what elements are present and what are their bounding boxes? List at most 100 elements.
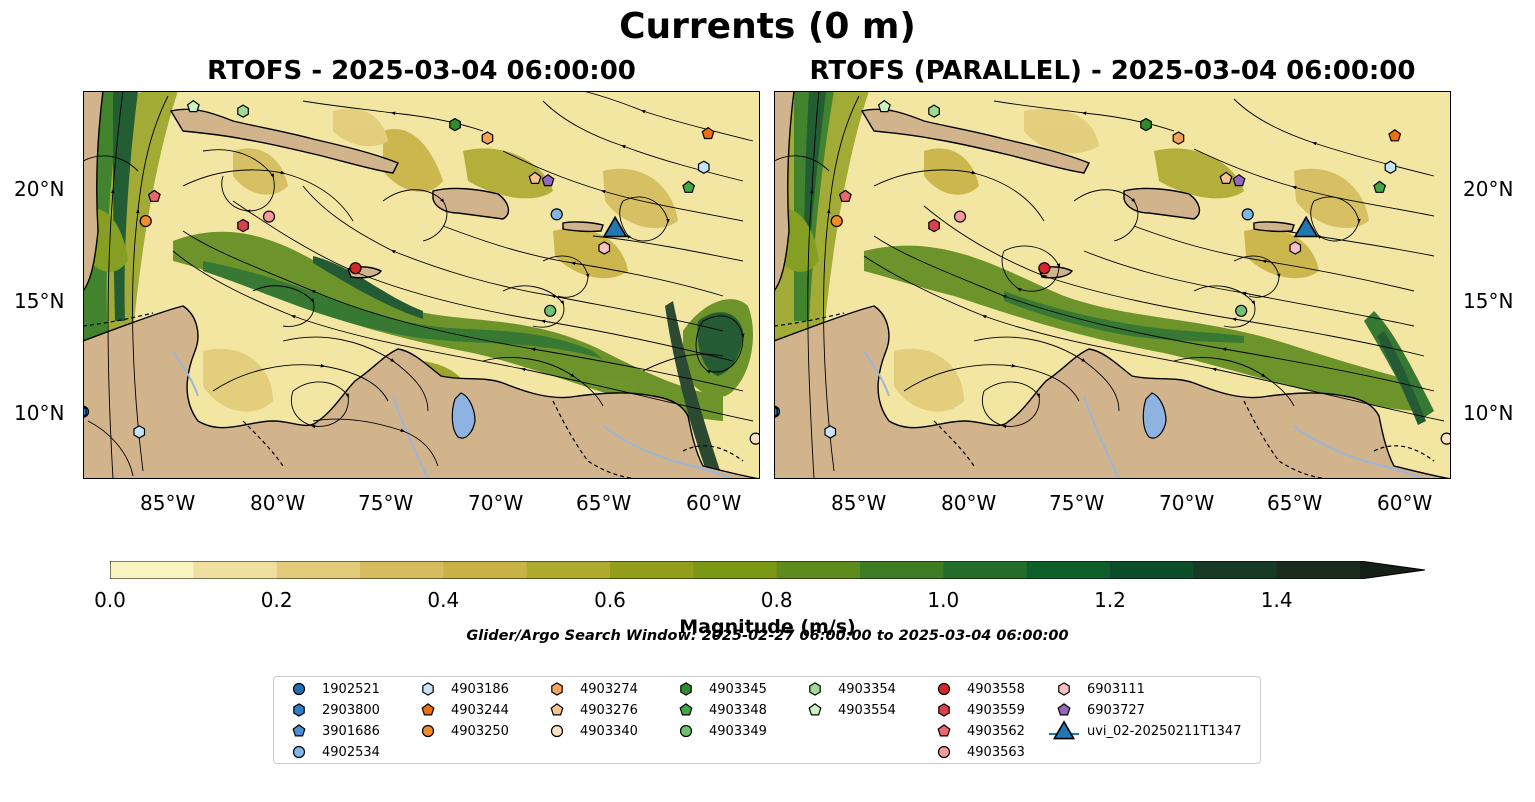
colorbar-segment — [1026, 561, 1111, 579]
observation-marker-6903727 — [1232, 173, 1246, 187]
legend-label: 4903558 — [967, 681, 1025, 697]
colorbar-tick-label: 0.2 — [260, 588, 293, 612]
observation-marker-4903348 — [682, 180, 696, 193]
colorbar-tick-label: 1.2 — [1094, 588, 1126, 612]
observation-marker-4903250 — [139, 214, 152, 228]
legend-item: 4903340 — [540, 721, 638, 741]
circle-marker-icon — [282, 679, 316, 699]
legend-item: 4903276 — [540, 700, 638, 720]
circle-marker-icon — [540, 721, 574, 741]
map-rtofs — [83, 91, 760, 479]
circle-marker-icon — [282, 742, 316, 762]
legend-label: 4903348 — [709, 702, 767, 718]
colorbar-segment — [1193, 561, 1278, 579]
observation-marker-4903276 — [1219, 171, 1233, 185]
lon-label: 70°W — [468, 491, 524, 515]
legend-label: 2903800 — [322, 702, 380, 718]
colorbar-segment — [1276, 561, 1361, 579]
lat-label: 10°N — [1463, 401, 1514, 425]
colorbar-outline — [109, 560, 1426, 580]
colorbar-tick-label: 1.0 — [927, 588, 960, 612]
lon-label: 85°W — [831, 491, 887, 515]
legend-label: 4903563 — [967, 744, 1025, 760]
legend-label: 4903186 — [451, 681, 509, 697]
colorbar-segment — [693, 561, 778, 579]
legend-label: 4903562 — [967, 723, 1025, 739]
legend-label: 4903345 — [709, 681, 767, 697]
colorbar-segment — [943, 561, 1028, 579]
observation-marker-4903349 — [1235, 304, 1248, 317]
legend-label: 4903554 — [838, 702, 896, 718]
lakes — [1142, 392, 1167, 439]
legend: 1902521 2903800 3901686 4902534 4903186 49032… — [273, 676, 1261, 764]
observation-marker-4903558 — [1038, 262, 1051, 275]
colorbar-segment — [276, 561, 361, 579]
colorbar-tick-label: 0.0 — [94, 588, 126, 612]
observation-marker-4903186 — [1384, 160, 1397, 174]
observation-marker-4903563 — [953, 210, 967, 223]
pentagon-marker-icon — [669, 700, 703, 720]
colorbar-segment — [776, 561, 861, 579]
observation-markers-right — [774, 99, 1451, 445]
lon-label: 75°W — [1049, 491, 1105, 515]
colorbar-label: Magnitude (m/s) — [679, 616, 856, 638]
observation-marker-4903340 — [1440, 432, 1451, 445]
observation-marker-4903558 — [349, 262, 362, 275]
observation-marker-4903562 — [838, 189, 852, 202]
pentagon-marker-icon — [927, 721, 961, 741]
observation-marker-4903348 — [1373, 180, 1387, 193]
legend-label: 4903276 — [580, 702, 638, 718]
observation-marker-4903186 — [133, 425, 146, 439]
lat-label: 20°N — [14, 177, 65, 201]
observation-marker-4903274 — [1172, 131, 1185, 145]
streamlines — [774, 91, 1445, 479]
lat-label: 10°N — [14, 401, 65, 425]
observation-marker-4903186 — [697, 160, 710, 174]
legend-item: 1902521 — [282, 679, 380, 699]
lon-label: 75°W — [358, 491, 414, 515]
lon-label: 60°W — [686, 491, 742, 515]
observation-marker-4903340 — [749, 432, 760, 445]
lat-label: 20°N — [1463, 177, 1514, 201]
legend-item: 4903559 — [927, 700, 1025, 720]
circle-marker-icon — [927, 679, 961, 699]
legend-item: 4903348 — [669, 700, 767, 720]
legend-label: uvi_02-20250211T1347 — [1087, 723, 1242, 739]
legend-label: 4903244 — [451, 702, 509, 718]
observation-marker-4903554 — [186, 99, 200, 113]
pentagon-marker-icon — [282, 721, 316, 741]
colorbar-tick-label: 0.6 — [594, 588, 626, 612]
colorbar-segment — [110, 561, 194, 579]
figure-title: Currents (0 m) — [619, 6, 916, 47]
observation-marker-4903250 — [830, 214, 843, 228]
legend-label: 4903340 — [580, 723, 638, 739]
legend-label: 6903727 — [1087, 702, 1145, 718]
lat-label: 15°N — [1463, 289, 1514, 313]
land — [774, 91, 1451, 479]
observation-marker-4903244 — [1388, 129, 1402, 142]
colorbar — [109, 560, 1426, 580]
observation-marker-4903244 — [701, 126, 715, 140]
legend-item: 4903558 — [927, 679, 1025, 699]
legend-item: 4903554 — [798, 700, 896, 720]
map-rtofs-parallel — [774, 91, 1451, 479]
legend-item: 4903562 — [927, 721, 1025, 741]
observation-marker-uvi_02-20250211T1347 — [1293, 215, 1319, 238]
pentagon-marker-icon — [540, 700, 574, 720]
legend-item: uvi_02-20250211T1347 — [1047, 720, 1242, 741]
lon-label: 70°W — [1159, 491, 1215, 515]
observation-marker-4903345 — [449, 117, 461, 132]
legend-item: 4903345 — [669, 679, 767, 699]
hexagon-marker-icon — [540, 679, 574, 699]
search-window-note: Glider/Argo Search Window: 2025-02-27 06… — [466, 628, 1069, 644]
observation-marker-4902534 — [1241, 208, 1254, 221]
legend-label: 4902534 — [322, 744, 380, 760]
pentagon-marker-icon — [411, 700, 445, 720]
observation-markers-left — [83, 99, 760, 445]
circle-marker-icon — [927, 742, 961, 762]
observation-marker-4903559 — [237, 218, 249, 233]
observation-marker-4902534 — [550, 208, 563, 221]
observation-marker-4903354 — [237, 104, 249, 118]
hexagon-marker-icon — [411, 679, 445, 699]
legend-label: 6903111 — [1087, 681, 1145, 697]
